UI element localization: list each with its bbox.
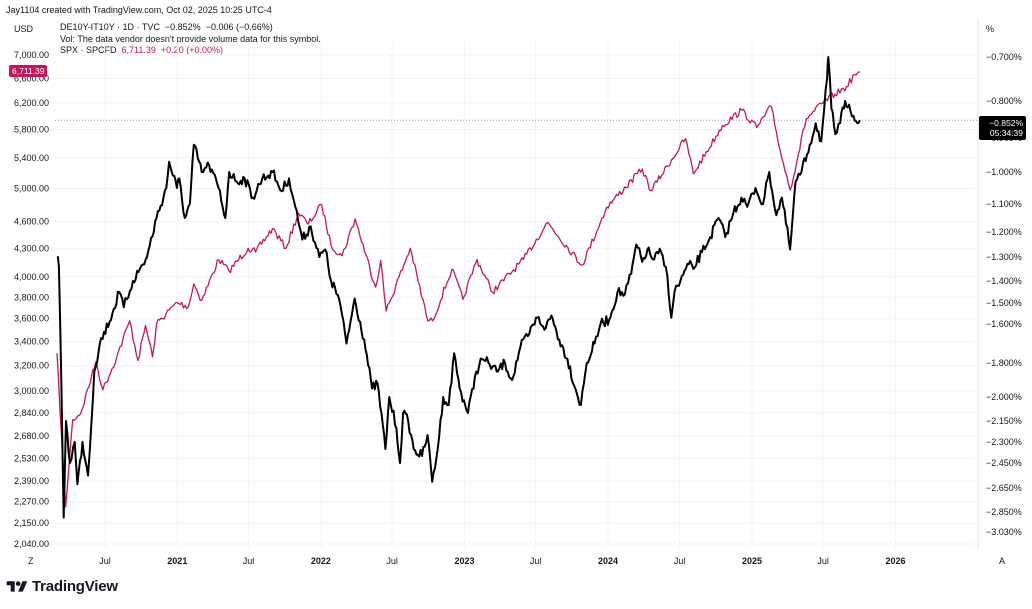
legend-spread-symbol: DE10Y-IT10Y · 1D · TVC [60,22,160,32]
left-axis-tick-label: 2,530.00 [14,454,49,464]
x-axis-tick-label: 2023 [454,556,474,566]
tradingview-wordmark: TradingView [32,578,118,595]
right-axis-tick-label: −2.150% [986,416,1022,426]
right-axis-tick-label: −1.600% [986,319,1022,329]
right-axis-unit: % [986,24,995,34]
left-axis-unit: USD [14,24,34,34]
legend-spx-row[interactable]: SPX · SPCFD 6,711.39 +0.20 (+0.00%) [60,45,321,57]
left-axis-tick-label: 6,600.00 [14,73,49,83]
right-axis-tick-label: −2.300% [986,437,1022,447]
legend-spread-row[interactable]: DE10Y-IT10Y · 1D · TVC −0.852% −0.006 (−… [60,22,321,34]
x-axis-tick-label: Jul [243,556,255,566]
left-axis-tick-label: 2,840.00 [14,408,49,418]
right-axis-tick-label: −1.300% [986,252,1022,262]
left-axis-tick-label: 3,000.00 [14,386,49,396]
legend-spread-change: −0.006 (−0.66%) [205,22,273,32]
left-axis-tick-label: 4,000.00 [14,272,49,282]
right-axis-tick-label: −0.800% [986,96,1022,106]
left-axis-tick-label: 3,800.00 [14,292,49,302]
x-axis-tick-label: 2022 [311,556,331,566]
auto-scale-button[interactable]: A [999,556,1006,566]
right-axis-tick-label: −1.100% [986,199,1022,209]
chart-credit: Jay1104 created with TradingView.com, Oc… [6,5,272,15]
left-axis-tick-label: 3,600.00 [14,314,49,324]
legend-spx-value: 6,711.39 [121,45,156,55]
left-axis-tick-label: 2,150.00 [14,518,49,528]
right-axis-tick-label: −1.500% [986,298,1022,308]
right-axis-tick-label: −1.200% [986,227,1022,237]
scale-mode-button[interactable]: Z [28,556,34,566]
left-axis-tick-label: 7,000.00 [14,50,49,60]
left-axis-tick-label: 4,600.00 [14,217,49,227]
right-axis-tick-label: −2.000% [986,392,1022,402]
x-axis-tick-label: Jul [674,556,686,566]
legend-spread-value: −0.852% [164,22,201,32]
left-axis-tick-label: 5,800.00 [14,125,49,135]
tradingview-brand: TradingView [6,578,118,595]
tradingview-logo-icon [6,580,28,592]
x-axis-tick-label: 2021 [167,556,187,566]
left-axis-tick-label: 5,400.00 [14,153,49,163]
x-axis-tick-label: Jul [386,556,398,566]
left-axis-tick-label: 5,000.00 [14,183,49,193]
left-axis-tick-label: 2,040.00 [14,539,49,549]
left-axis-tick-label: 3,400.00 [14,336,49,346]
left-axis-tick-label: 4,300.00 [14,243,49,253]
right-axis-tick-label: −3.030% [986,527,1022,537]
x-axis-tick-label: 2024 [598,556,618,566]
x-axis-tick-label: Jul [99,556,111,566]
right-axis-tick-label: −1.400% [986,276,1022,286]
left-axis-tick-label: 2,390.00 [14,476,49,486]
spx-series-line [56,71,860,508]
right-axis-tick-label: −2.850% [986,507,1022,517]
x-axis-tick-label: Jul [530,556,542,566]
legend-spx-symbol: SPX · SPCFD [60,45,117,55]
right-axis-tick-label: −1.800% [986,358,1022,368]
left-axis-tick-label: 3,200.00 [14,360,49,370]
left-axis-tick-label: 6,200.00 [14,98,49,108]
spread-last-value: −0.852% [989,118,1023,128]
left-axis-tick-label: 2,270.00 [14,497,49,507]
bar-countdown: 05:34:39 [989,128,1023,138]
right-axis-tick-label: −1.000% [986,167,1022,177]
x-axis-tick-label: Jul [817,556,829,566]
chart-legend: DE10Y-IT10Y · 1D · TVC −0.852% −0.006 (−… [60,22,321,57]
right-axis-tick-label: −2.650% [986,483,1022,493]
right-axis-tick-label: −0.700% [986,52,1022,62]
legend-volume-note: Vol: The data vendor doesn't provide vol… [60,33,321,44]
spread-last-value-badge: −0.852% 05:34:39 [979,116,1026,140]
right-axis-tick-label: −2.450% [986,458,1022,468]
left-axis-tick-label: 2,680.00 [14,431,49,441]
x-axis-tick-label: 2025 [742,556,762,566]
spread-series-line [56,56,861,519]
legend-spx-change: +0.20 (+0.00%) [160,45,223,55]
x-axis-tick-label: 2026 [886,556,906,566]
spx-last-price-badge: 6,711.39 [9,65,48,77]
